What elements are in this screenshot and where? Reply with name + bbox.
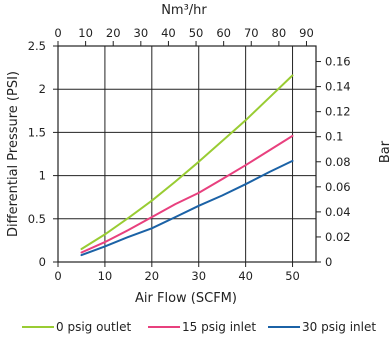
right-tick-label: 0.04 <box>325 205 351 219</box>
right-tick-label: 0.08 <box>325 155 351 169</box>
y-tick-label: 2 <box>39 82 46 96</box>
right-tick-label: 0.02 <box>325 230 351 244</box>
ticks: 0 10 20 30 40 50 0 0.5 1 1.5 2 2.5 0 10 20 30 40 50 60 70 80… <box>28 26 351 283</box>
y-axis-label: Differential Pressure (PSI) <box>6 71 21 237</box>
grid <box>58 46 316 262</box>
legend-label-3: 30 psig inlet <box>302 320 376 334</box>
series-line-3 <box>80 159 294 257</box>
right-tick-label: 0.06 <box>325 180 351 194</box>
right-tick-label: 0.1 <box>325 130 343 144</box>
y-tick-label: 2.5 <box>28 39 46 53</box>
series <box>80 74 294 257</box>
top-tick-label: 30 <box>134 26 149 40</box>
x-tick-label: 50 <box>285 269 300 283</box>
right-tick-label: 0.14 <box>325 80 351 94</box>
x-tick-label: 20 <box>144 269 159 283</box>
top-tick-label: 20 <box>106 26 121 40</box>
y-tick-label: 1 <box>39 169 46 183</box>
top-tick-label: 80 <box>272 26 287 40</box>
legend-label-1: 0 psig outlet <box>56 320 131 334</box>
right-tick-label: 0 <box>325 255 332 269</box>
x-tick-label: 0 <box>54 269 61 283</box>
legend: 0 psig outlet 15 psig inlet 30 psig inlet <box>22 320 376 334</box>
top-tick-label: 0 <box>54 26 61 40</box>
y-tick-label: 1.5 <box>28 125 46 139</box>
top-tick-label: 50 <box>189 26 204 40</box>
x-axis-label: Air Flow (SCFM) <box>135 291 237 306</box>
y-tick-label: 0 <box>39 255 46 269</box>
series-line-2 <box>80 134 294 254</box>
x-tick-label: 10 <box>98 269 113 283</box>
top-tick-label: 40 <box>161 26 176 40</box>
right-tick-label: 0.12 <box>325 105 351 119</box>
x-tick-label: 30 <box>191 269 206 283</box>
legend-label-2: 15 psig inlet <box>182 320 256 334</box>
right-tick-label: 0.16 <box>325 55 351 69</box>
top-tick-label: 10 <box>78 26 93 40</box>
top-axis-label: Nm³/hr <box>161 3 207 18</box>
y-tick-label: 0.5 <box>28 212 46 226</box>
x-tick-label: 40 <box>238 269 253 283</box>
plot-frame <box>57 45 317 263</box>
top-tick-label: 60 <box>216 26 231 40</box>
series-line-1 <box>80 74 294 250</box>
top-tick-label: 70 <box>244 26 259 40</box>
top-tick-label: 90 <box>299 26 314 40</box>
right-axis-label: Bar <box>378 140 392 163</box>
